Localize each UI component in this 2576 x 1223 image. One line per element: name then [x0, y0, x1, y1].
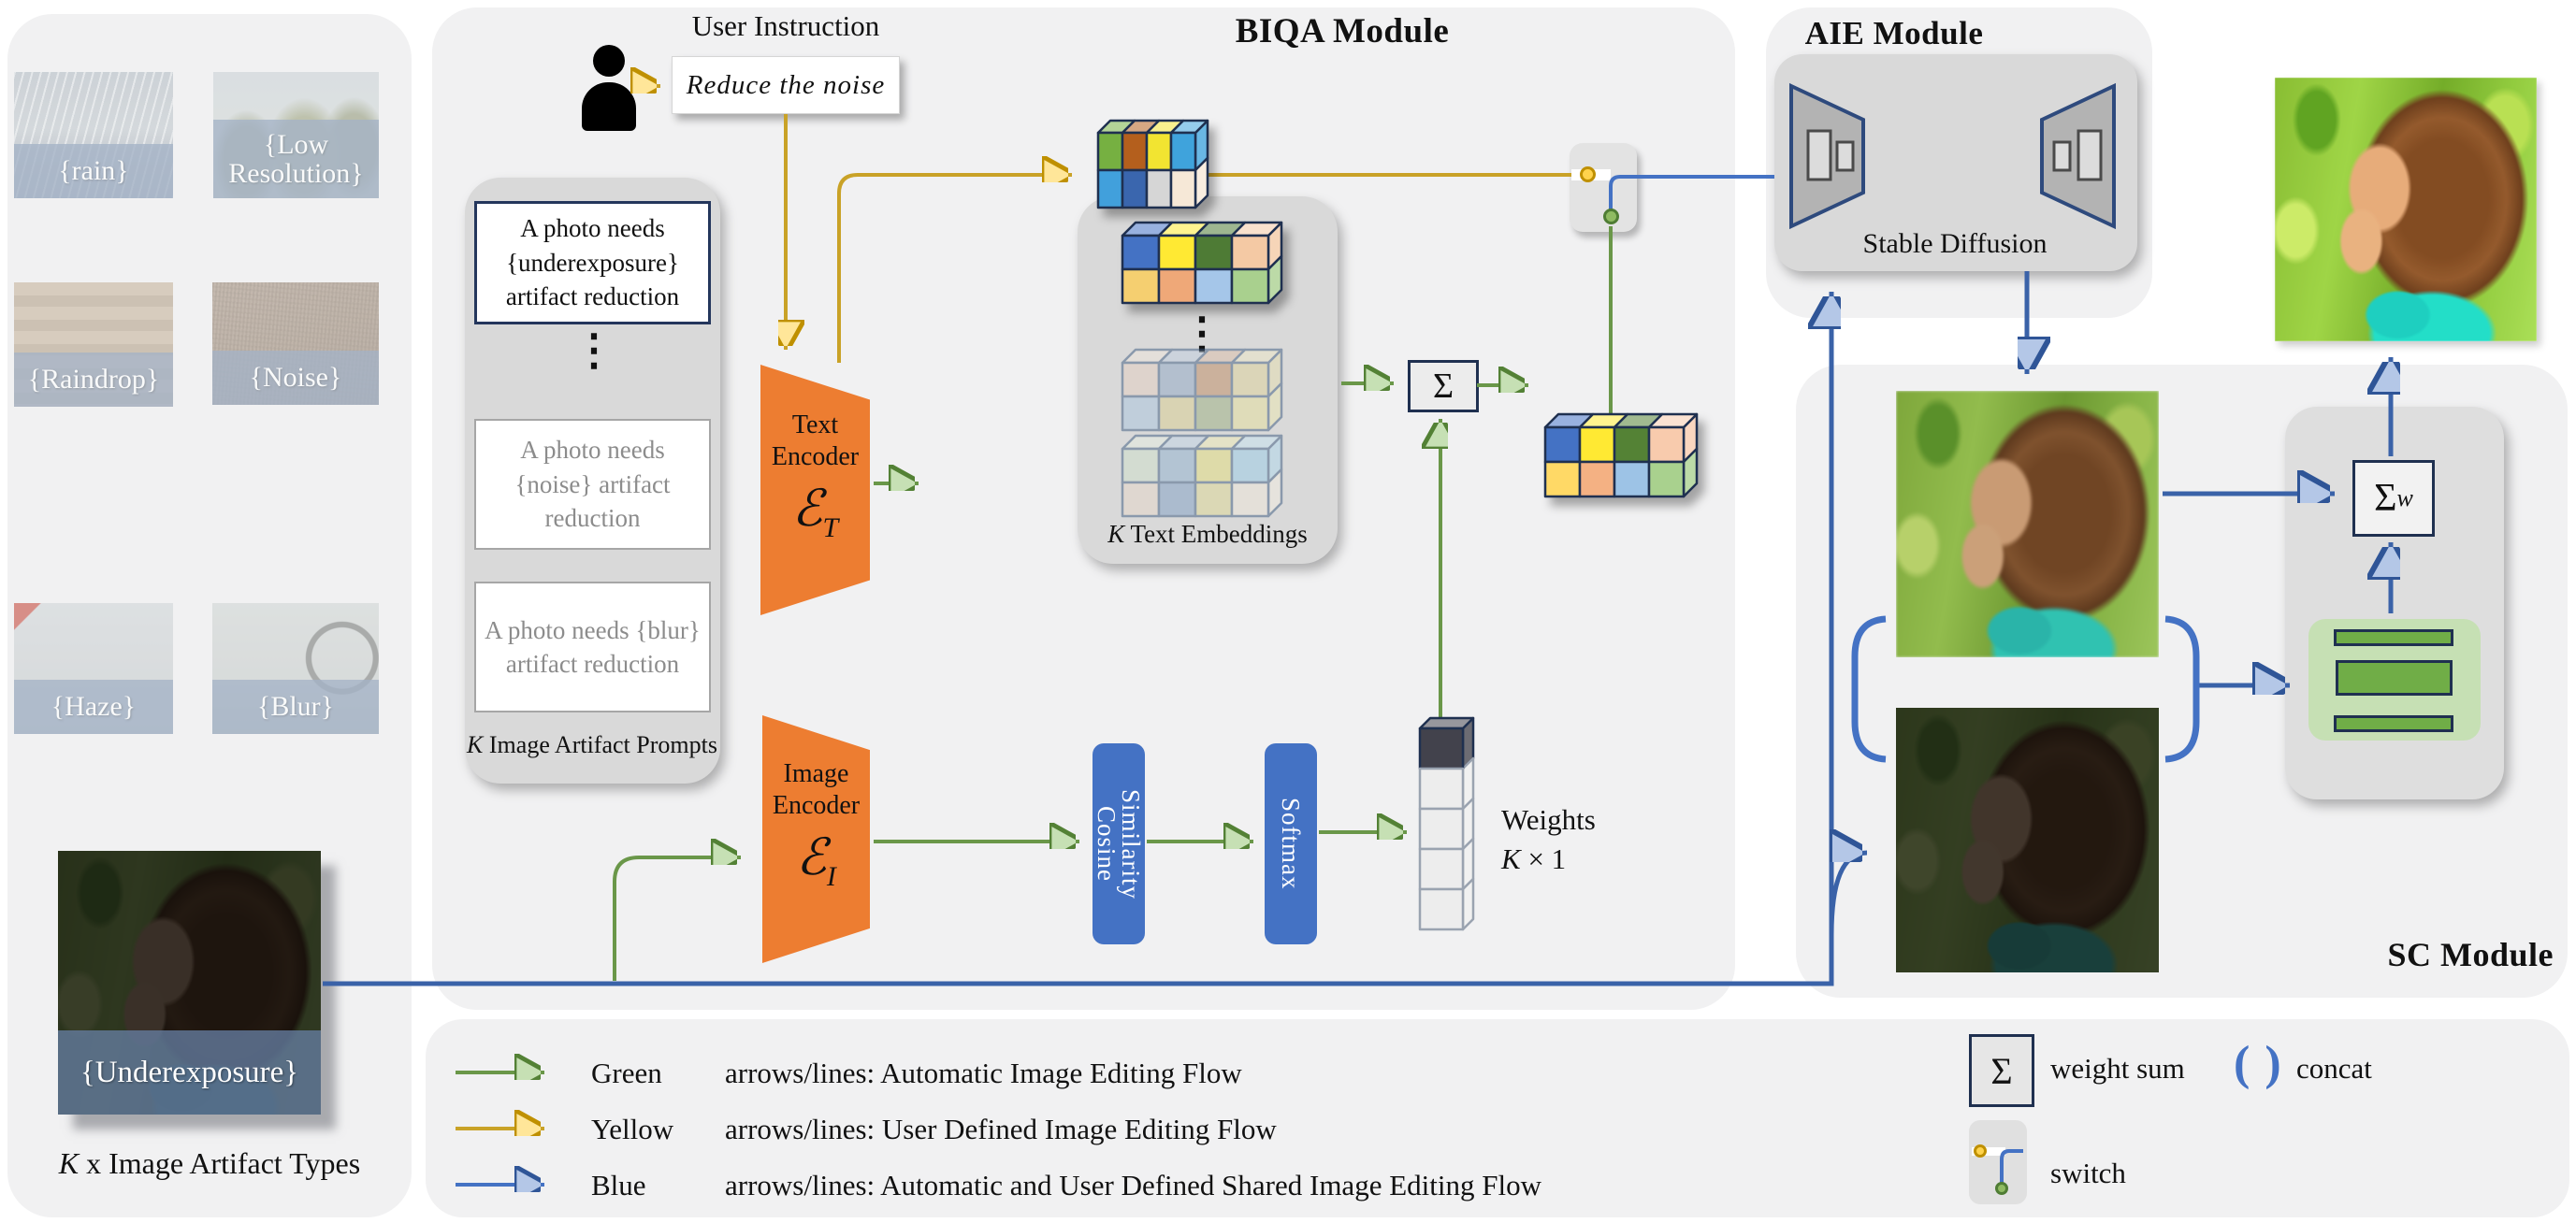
artifact-label: {Low Resolution}	[213, 120, 379, 198]
network-layer-bottom	[2334, 715, 2453, 732]
artifact-label: {Underexposure}	[58, 1030, 321, 1115]
artifact-image-rain: {rain}	[14, 72, 173, 198]
switch-yellow-port	[1580, 166, 1596, 182]
user-instruction-box: Reduce the noise	[672, 56, 900, 114]
weighted-sum-operator: Σ	[1408, 360, 1479, 412]
network-layer-top	[2334, 629, 2453, 646]
legend-green-desc: arrows/lines: Automatic Image Editing Fl…	[725, 1057, 1242, 1089]
degraded-input-image	[1896, 708, 2159, 972]
legend-green-name: Green	[591, 1057, 662, 1089]
artifact-panel-caption: K x Image Artifact Types	[58, 1146, 361, 1180]
text-embedding-block-3	[1120, 433, 1284, 524]
artifact-image-haze: {Haze}	[14, 603, 173, 734]
prompt-blur: A photo needs {blur} artifact reduction	[474, 582, 711, 712]
legend-concat-icon: ()	[2234, 1037, 2296, 1090]
fusion-network	[2308, 619, 2481, 741]
artifact-image-raindrop: {Raindrop}	[14, 282, 173, 407]
network-layer-middle	[2336, 660, 2453, 696]
final-output-image	[2275, 78, 2537, 341]
text-encoder: Text Encoder ℰT	[760, 365, 870, 615]
weights-label: Weights K × 1	[1501, 803, 1596, 875]
legend-concat-label: concat	[2296, 1052, 2372, 1085]
switch-green-port	[1603, 209, 1619, 224]
artifact-label: {Noise}	[212, 351, 379, 405]
sc-module-title: SC Module	[2387, 936, 2554, 973]
legend-yellow-desc: arrows/lines: User Defined Image Editing…	[725, 1113, 1277, 1145]
legend-blue-desc: arrows/lines: Automatic and User Defined…	[725, 1169, 1541, 1201]
legend-switch-icon	[1969, 1120, 2027, 1204]
legend-switch-label: switch	[2050, 1157, 2126, 1189]
image-encoder: Image Encoder ℰI	[762, 715, 870, 963]
aie-module-title: AIE Module	[1804, 15, 1984, 51]
user-instruction-text: Reduce the noise	[686, 69, 886, 100]
legend-blue-name: Blue	[591, 1169, 646, 1201]
prompt-underexposure: A photo needs {underexposure} artifact r…	[474, 201, 711, 324]
prompts-caption: K Image Artifact Prompts	[467, 731, 717, 758]
cosine-similarity-box: Cosine Similarity	[1093, 743, 1145, 944]
biqa-module-title: BIQA Module	[1235, 12, 1450, 50]
text-embedding-block-1	[1120, 220, 1284, 310]
legend-weight-sum-label: weight sum	[2050, 1052, 2185, 1085]
weights-vector	[1417, 715, 1476, 937]
legend-weight-sum-icon: Σ	[1969, 1034, 2034, 1107]
user-instruction-heading: User Instruction	[691, 9, 880, 42]
fused-embedding-block	[1542, 411, 1700, 504]
text-embeddings-caption: K Text Embeddings	[1107, 520, 1308, 548]
person-icon	[582, 45, 636, 131]
legend-panel	[426, 1019, 2569, 1217]
prompt-noise: A photo needs {noise} artifact reduction	[474, 419, 711, 550]
artifact-label: {Raindrop}	[14, 353, 173, 407]
legend-yellow-name: Yellow	[591, 1113, 674, 1145]
stable-diffusion-label: Stable Diffusion	[1862, 228, 2048, 259]
softmax-box: Softmax	[1265, 743, 1317, 944]
stable-diffusion-unet-icon	[1789, 82, 2116, 230]
prompts-ellipsis: ⋮	[572, 326, 615, 374]
edited-image	[1896, 391, 2159, 657]
artifact-label: {Blur}	[212, 680, 379, 734]
artifact-image-low-resolution: {Low Resolution}	[213, 72, 379, 198]
artifact-label: {Haze}	[14, 680, 173, 734]
image-encoder-symbol: ℰI	[796, 829, 836, 892]
text-embedding-block-2	[1120, 347, 1284, 438]
user-defined-embedding-block	[1095, 118, 1210, 215]
text-encoder-symbol: ℰT	[791, 481, 839, 543]
artifact-image-blur: {Blur}	[212, 603, 379, 734]
switch-blue-elbow	[1609, 175, 1639, 216]
artifact-label: {rain}	[14, 144, 173, 198]
artifact-image-noise: {Noise}	[212, 282, 379, 405]
artifact-image-underexposure: {Underexposure}	[58, 851, 321, 1115]
